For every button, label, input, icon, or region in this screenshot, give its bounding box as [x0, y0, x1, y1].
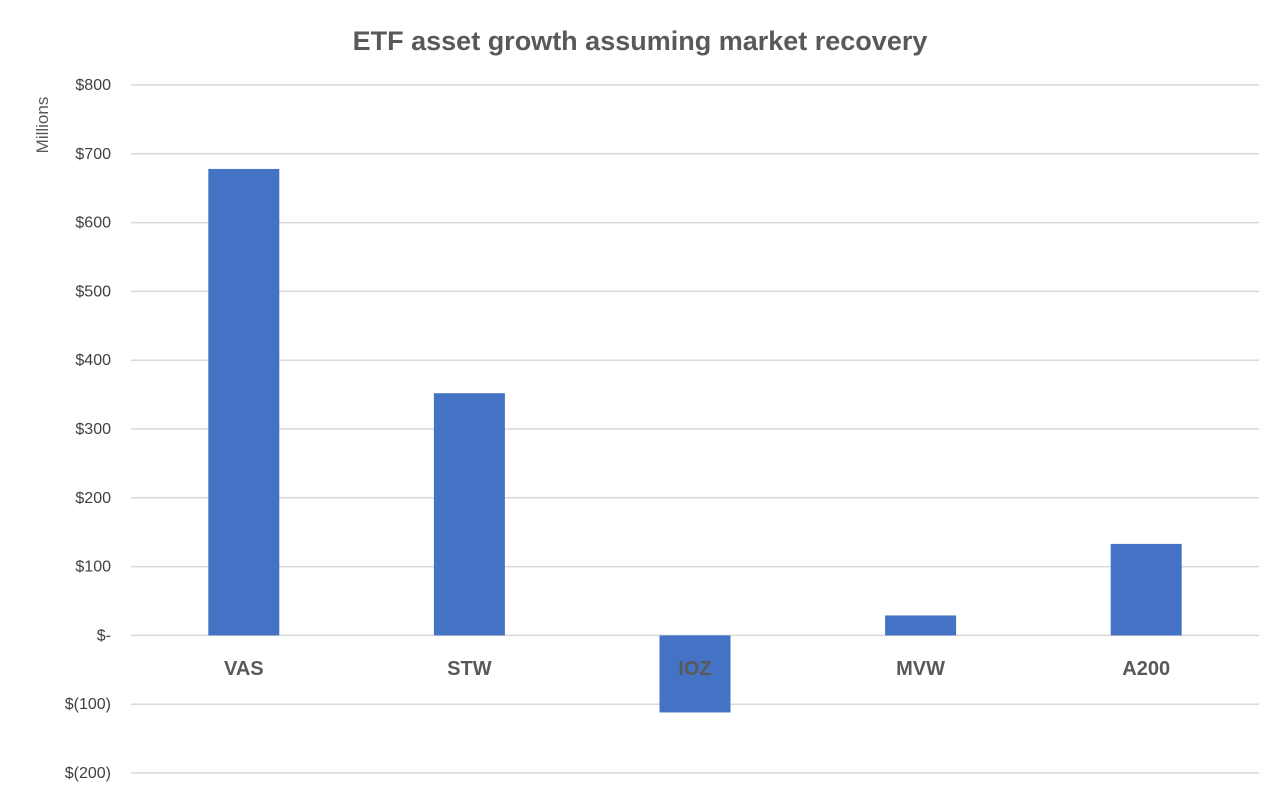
y-tick-label: $800 [75, 77, 111, 94]
bar-a200 [1110, 543, 1182, 636]
x-tick-label: MVW [896, 658, 945, 680]
bar-ioz [659, 635, 731, 713]
y-axis-label: Millions [33, 97, 52, 154]
y-tick-label: $600 [75, 215, 111, 232]
chart-title: ETF asset growth assuming market recover… [353, 26, 928, 56]
y-tick-label: $300 [75, 421, 111, 438]
y-tick-label: $(200) [65, 765, 111, 782]
bar-vas [208, 168, 280, 636]
x-tick-label: A200 [1122, 658, 1170, 680]
y-axis-ticks: $800 $700 $600 $500 $400 $300 $200 $100 $- $(100)… [65, 77, 111, 782]
x-axis-ticks: VAS STW IOZ MVW A200 [224, 658, 1170, 680]
bar-stw [433, 393, 505, 636]
y-tick-label: $- [97, 627, 111, 644]
y-tick-label: $200 [75, 490, 111, 507]
x-tick-label: VAS [224, 658, 264, 680]
bars [208, 168, 1182, 713]
y-tick-label: $(100) [65, 696, 111, 713]
x-tick-label: STW [447, 658, 492, 680]
x-tick-label: IOZ [678, 658, 711, 680]
y-tick-label: $500 [75, 283, 111, 300]
y-tick-label: $100 [75, 559, 111, 576]
y-tick-label: $400 [75, 352, 111, 369]
y-tick-label: $700 [75, 146, 111, 163]
bar-mvw [885, 615, 957, 636]
